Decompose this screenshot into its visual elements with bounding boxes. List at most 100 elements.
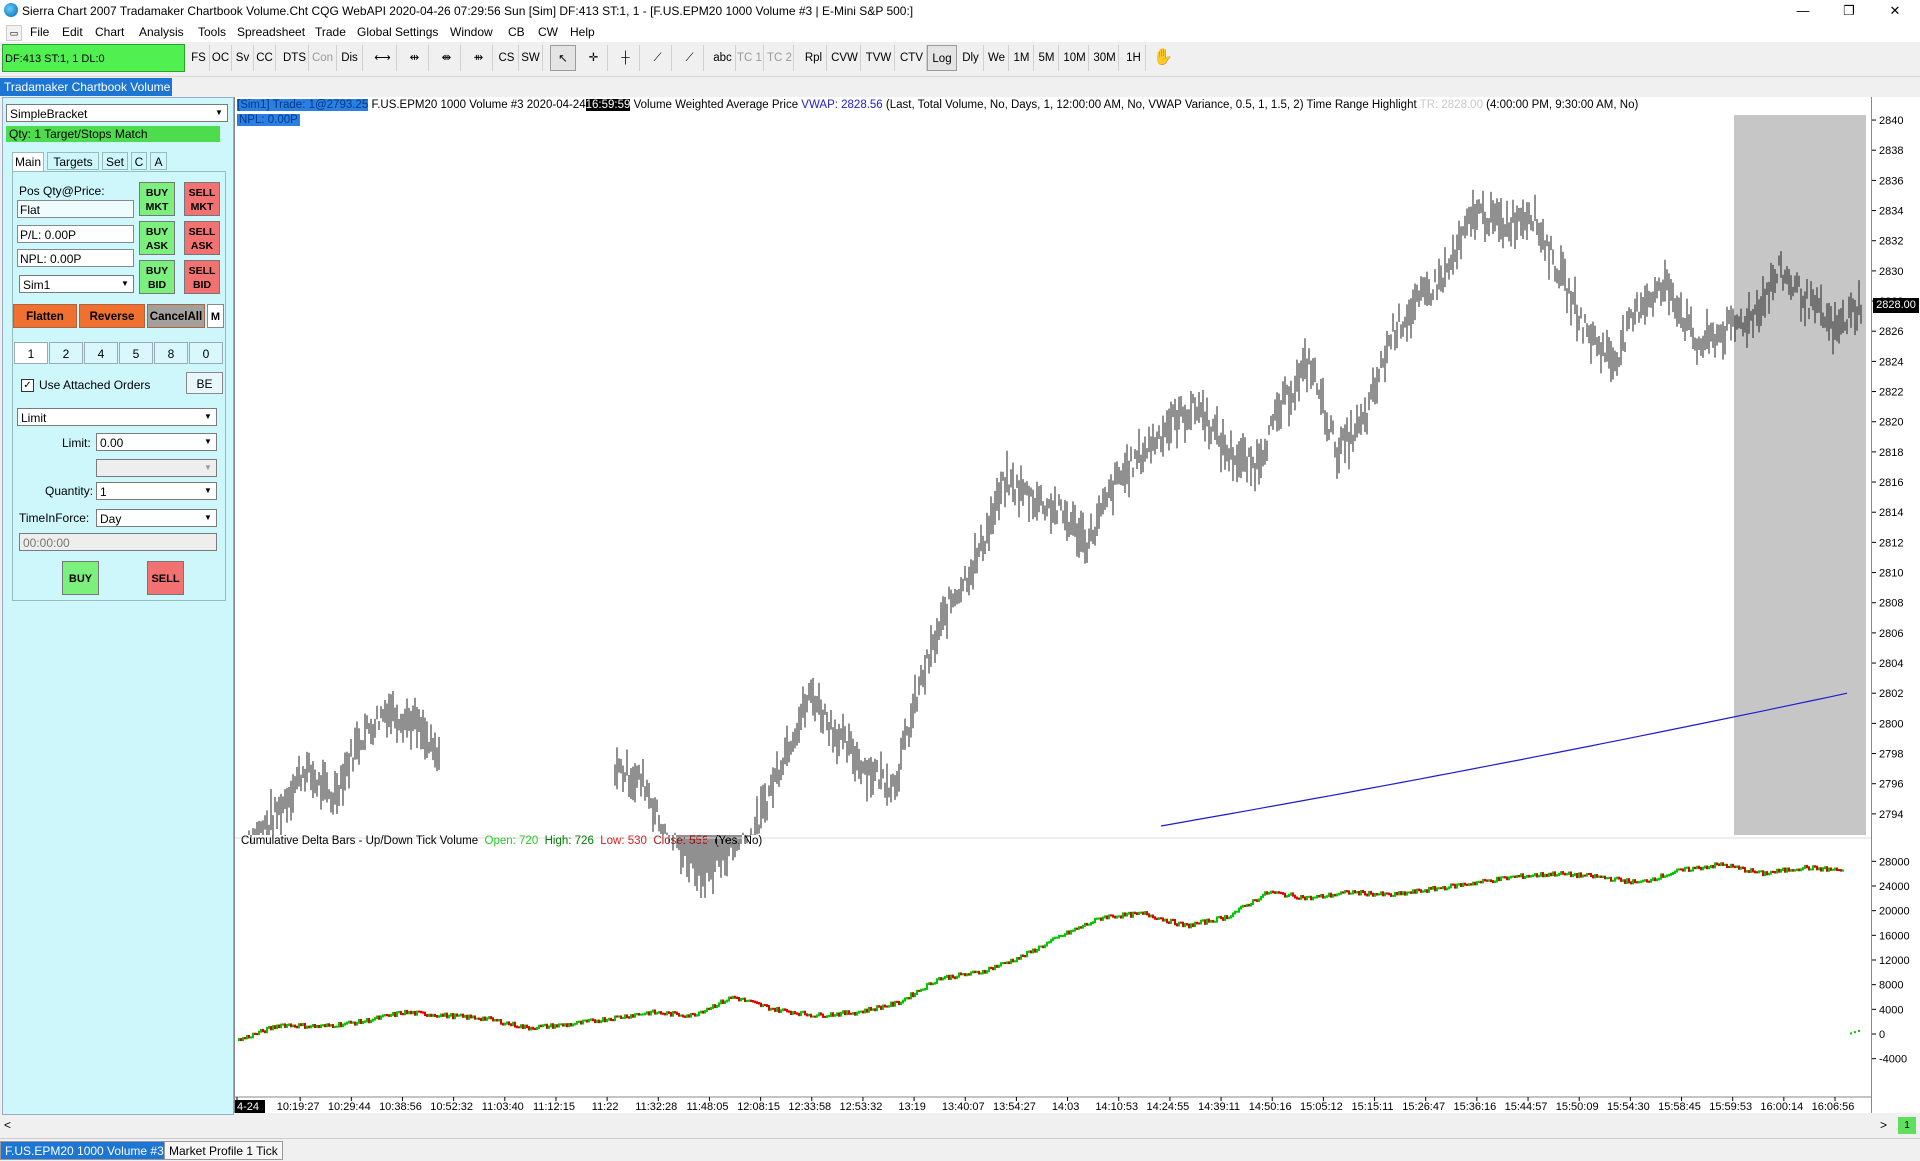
scale-left-icon[interactable]: ⟷: [369, 45, 397, 71]
menu-help[interactable]: Help: [570, 25, 595, 39]
quantity-input[interactable]: 1 ▼: [96, 482, 217, 500]
scroll-corner-indicator[interactable]: 1: [1898, 1117, 1916, 1134]
1m-button[interactable]: 1M: [1010, 45, 1034, 71]
menu-trade[interactable]: Trade: [315, 25, 346, 39]
good-till-time-input[interactable]: 00:00:00: [19, 533, 217, 551]
menu-window[interactable]: Window: [450, 25, 493, 39]
5m-button[interactable]: 5M: [1035, 45, 1059, 71]
qty-2-button[interactable]: 2: [49, 342, 83, 364]
oc-button[interactable]: OC: [210, 45, 232, 71]
order-type-select[interactable]: Limit ▼: [17, 408, 217, 426]
dis-button[interactable]: Dis: [337, 45, 363, 71]
delta-tick-label: 28000: [1879, 856, 1910, 868]
be-button[interactable]: BE: [186, 372, 223, 394]
scale-right-icon[interactable]: ⇹: [401, 45, 429, 71]
minimize-button[interactable]: —: [1796, 3, 1810, 18]
sell-bid-button[interactable]: SELL BID: [184, 260, 220, 294]
sv-button[interactable]: Sv: [232, 45, 254, 71]
buy-bid-button[interactable]: BUY BID: [139, 260, 175, 294]
limit-price-input[interactable]: 0.00 ▼: [96, 433, 217, 451]
menu-chart[interactable]: Chart: [95, 25, 125, 39]
sell-ask-button[interactable]: SELL ASK: [184, 221, 220, 255]
crosshair-icon[interactable]: ✛: [580, 45, 608, 71]
30m-button[interactable]: 30M: [1091, 45, 1119, 71]
cs-button[interactable]: CS: [495, 45, 519, 71]
use-attached-checkbox[interactable]: ✓: [21, 379, 34, 392]
title-bar: Sierra Chart 2007 Tradamaker Chartbook V…: [0, 0, 1920, 22]
qty-0-button[interactable]: 0: [189, 342, 223, 364]
ray-tool-icon[interactable]: ⟋: [676, 45, 704, 71]
stop-price-input[interactable]: ▼: [96, 459, 217, 477]
bracket-select[interactable]: SimpleBracket ▼: [6, 104, 228, 122]
chart-svg[interactable]: 4-24 10:19:27 10:29:44 10:38:56 10:52:32 11:0…: [235, 97, 1872, 1113]
account-select[interactable]: Sim1 ▼: [19, 275, 134, 293]
hand-icon[interactable]: ✋: [1153, 49, 1173, 66]
cvw-button[interactable]: CVW: [829, 45, 861, 71]
time-tick-label: 15:05:12: [1300, 1101, 1343, 1113]
qty-8-button[interactable]: 8: [154, 342, 188, 364]
rpl-button[interactable]: Rpl: [801, 45, 827, 71]
log-button[interactable]: Log: [927, 45, 957, 71]
cursor-icon[interactable]: ┼: [612, 45, 640, 71]
expand-icon[interactable]: ⇻: [465, 45, 493, 71]
tab-set[interactable]: Set: [102, 152, 128, 170]
reverse-button[interactable]: Reverse: [79, 304, 145, 328]
menu-cw[interactable]: CW: [538, 25, 558, 39]
tab-c[interactable]: C: [131, 152, 147, 170]
daily-button[interactable]: Dly: [958, 45, 984, 71]
text-tool-button[interactable]: abc: [710, 45, 736, 71]
menu-tools[interactable]: Tools: [198, 25, 227, 39]
line-tool-icon[interactable]: ⟋: [644, 45, 672, 71]
tab-a[interactable]: A: [150, 152, 167, 170]
buy-market-button[interactable]: BUY MKT: [139, 182, 175, 216]
menu-cb[interactable]: CB: [508, 25, 525, 39]
menu-file[interactable]: File: [30, 25, 50, 39]
tab-main[interactable]: Main: [12, 152, 44, 172]
scroll-right-icon[interactable]: >: [1880, 1118, 1888, 1132]
1h-button[interactable]: 1H: [1122, 45, 1146, 71]
tif-select[interactable]: Day ▼: [96, 509, 217, 527]
menu-spreadsheet[interactable]: Spreadsheet: [237, 25, 306, 39]
qty-4-button[interactable]: 4: [84, 342, 118, 364]
tab-chart-epm20[interactable]: F.US.EPM20 1000 Volume #3: [0, 1141, 169, 1160]
cancel-all-button[interactable]: CancelAll: [147, 304, 205, 328]
menu-edit[interactable]: Edit: [62, 25, 83, 39]
chartbook-tab[interactable]: Tradamaker Chartbook Volume: [0, 78, 172, 96]
time-tick-label: 10:52:32: [430, 1101, 473, 1113]
sell-market-button[interactable]: SELL MKT: [184, 182, 220, 216]
cc-button[interactable]: CC: [254, 45, 276, 71]
sell-button[interactable]: SELL: [147, 561, 184, 595]
tab-market-profile[interactable]: Market Profile 1 Tick: [164, 1141, 283, 1160]
fs-button[interactable]: FS: [188, 45, 210, 71]
price-tick-label: 2826: [1879, 326, 1903, 338]
time-tick-label: 4-24: [237, 1101, 259, 1113]
window-menu-icon[interactable]: ▭: [6, 25, 22, 41]
tc2-button[interactable]: TC 2: [766, 45, 794, 71]
qty-1-button[interactable]: 1: [14, 342, 48, 364]
ctv-button[interactable]: CTV: [897, 45, 927, 71]
close-button[interactable]: ✕: [1889, 3, 1901, 18]
weekly-button[interactable]: We: [985, 45, 1009, 71]
scroll-left-icon[interactable]: <: [4, 1118, 12, 1132]
tab-targets[interactable]: Targets: [47, 152, 99, 170]
flatten-button[interactable]: Flatten: [13, 304, 77, 328]
menu-analysis[interactable]: Analysis: [139, 25, 184, 39]
restore-button[interactable]: ❐: [1843, 3, 1855, 18]
price-scale[interactable]: 2794 2796 2798 2800 2802 2804 2806 2808 2810 2812…: [1871, 97, 1920, 1113]
tc1-button[interactable]: TC 1: [736, 45, 764, 71]
pointer-icon[interactable]: ↖: [550, 45, 576, 71]
buy-ask-button[interactable]: BUY ASK: [139, 221, 175, 255]
tvw-button[interactable]: TVW: [863, 45, 895, 71]
sw-button[interactable]: SW: [519, 45, 543, 71]
qty-5-button[interactable]: 5: [119, 342, 153, 364]
chart-area[interactable]: 4-24 10:19:27 10:29:44 10:38:56 10:52:32 11:0…: [234, 97, 1872, 1113]
con-button[interactable]: Con: [309, 45, 337, 71]
10m-button[interactable]: 10M: [1061, 45, 1089, 71]
dts-button[interactable]: DTS: [281, 45, 309, 71]
m-button[interactable]: M: [207, 304, 224, 328]
time-tick-label: 13:54:27: [993, 1101, 1036, 1113]
menu-global-settings[interactable]: Global Settings: [357, 25, 439, 39]
compress-icon[interactable]: ⇼: [433, 45, 461, 71]
horizontal-scrollbar[interactable]: < > 1: [0, 1116, 1920, 1136]
buy-button[interactable]: BUY: [62, 561, 99, 595]
